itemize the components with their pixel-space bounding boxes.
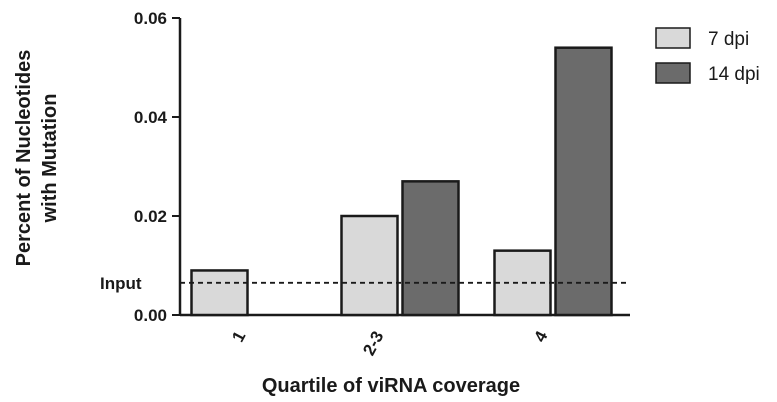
legend-label-7-dpi: 7 dpi	[708, 29, 749, 50]
y-tick-label: 0.06	[134, 9, 167, 28]
y-tick-label: 0.04	[134, 108, 168, 127]
input-reference-label: Input	[100, 274, 142, 293]
y-axis-title: Percent of Nucleotides with Mutation	[13, 50, 61, 267]
y-tick-label: 0.02	[134, 207, 167, 226]
bars	[190, 46, 613, 317]
x-axis-title: Quartile of viRNA coverage	[262, 375, 520, 397]
legend: 7 dpi 14 dpi	[655, 27, 760, 85]
y-ticks: 0.06 0.04 0.02 0.00	[134, 9, 180, 325]
x-tick-label: 2-3	[359, 328, 387, 359]
x-tick-label: 4	[530, 327, 551, 345]
x-tick-label: 1	[228, 328, 249, 345]
x-ticks: 1 2-3 4	[228, 327, 551, 358]
legend-swatch-14-dpi	[655, 62, 691, 84]
y-tick-label: 0.00	[134, 306, 167, 325]
y-axis-title-line-2: with Mutation	[39, 94, 61, 224]
bar-7-dpi-2-3	[340, 214, 399, 317]
bar-14-dpi-4	[554, 46, 613, 317]
legend-swatch-7-dpi	[655, 27, 691, 49]
bar-7-dpi-1	[190, 269, 249, 317]
y-axis-title-line-1: Percent of Nucleotides	[13, 50, 35, 267]
legend-label-14-dpi: 14 dpi	[708, 64, 760, 85]
bar-14-dpi-2-3	[401, 180, 460, 317]
